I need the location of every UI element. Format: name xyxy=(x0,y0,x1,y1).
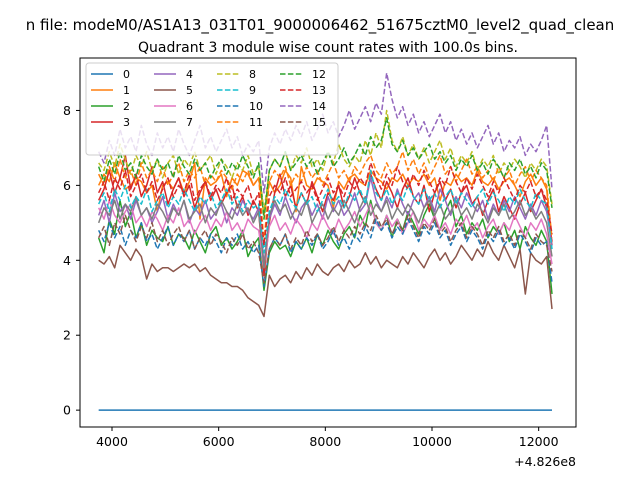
y-tick-label: 8 xyxy=(63,103,71,118)
legend-label: 12 xyxy=(312,68,326,81)
legend-label: 13 xyxy=(312,84,326,97)
series-line-15 xyxy=(97,214,553,284)
x-offset-label: +4.826e8 xyxy=(514,454,576,469)
series-line-6 xyxy=(97,199,553,269)
legend-label: 5 xyxy=(186,84,193,97)
series-line-9 xyxy=(97,169,553,254)
legend-label: 9 xyxy=(249,84,256,97)
y-tick-label: 0 xyxy=(63,403,71,418)
legend-label: 2 xyxy=(123,100,130,113)
legend-label: 15 xyxy=(312,116,326,129)
legend-label: 4 xyxy=(186,68,193,81)
y-tick-label: 6 xyxy=(63,178,71,193)
x-tick-label: 8000 xyxy=(309,434,341,449)
legend-label: 6 xyxy=(186,100,193,113)
y-axis: 0 2 4 6 8 xyxy=(63,103,80,418)
figure-suptitle: n file: modeM0/AS1A13_031T01_9000006462_… xyxy=(26,16,615,35)
plot-frame xyxy=(79,57,577,428)
y-tick-label: 4 xyxy=(63,253,71,268)
legend-label: 8 xyxy=(249,68,256,81)
legend-label: 7 xyxy=(186,116,193,129)
legend-label: 11 xyxy=(249,116,263,129)
legend-label: 1 xyxy=(123,84,130,97)
series-line-2 xyxy=(97,199,553,295)
series-line-13 xyxy=(97,162,553,247)
series-line-5 xyxy=(98,240,553,318)
x-tick-label: 12000 xyxy=(519,434,559,449)
legend-box xyxy=(85,62,339,156)
y-tick-label: 2 xyxy=(63,328,71,343)
legend-label: 0 xyxy=(123,68,130,81)
legend-label: 3 xyxy=(123,116,130,129)
x-axis: 4000 6000 8000 10000 12000 xyxy=(96,427,559,449)
x-tick-label: 10000 xyxy=(412,434,452,449)
series-line-12 xyxy=(97,117,553,220)
series-line-7 xyxy=(97,195,553,269)
legend-label: 14 xyxy=(312,100,326,113)
series-line-10 xyxy=(97,218,553,288)
chart-title: Quadrant 3 module wise count rates with … xyxy=(138,40,518,56)
series-line-4 xyxy=(97,177,553,265)
legend-label: 10 xyxy=(249,100,263,113)
x-tick-label: 4000 xyxy=(96,434,128,449)
x-tick-label: 6000 xyxy=(203,434,235,449)
